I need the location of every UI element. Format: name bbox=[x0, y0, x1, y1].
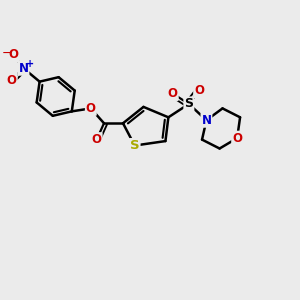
Text: +: + bbox=[26, 59, 34, 69]
Text: N: N bbox=[201, 114, 212, 127]
Text: O: O bbox=[168, 87, 178, 100]
Text: O: O bbox=[232, 132, 242, 145]
Text: O: O bbox=[7, 74, 17, 87]
Text: O: O bbox=[194, 84, 204, 97]
Text: O: O bbox=[92, 133, 102, 146]
Text: O: O bbox=[8, 48, 18, 62]
Text: S: S bbox=[130, 139, 140, 152]
Text: O: O bbox=[86, 102, 96, 115]
Text: S: S bbox=[184, 98, 194, 110]
Text: N: N bbox=[19, 62, 28, 75]
Text: −: − bbox=[2, 47, 12, 60]
